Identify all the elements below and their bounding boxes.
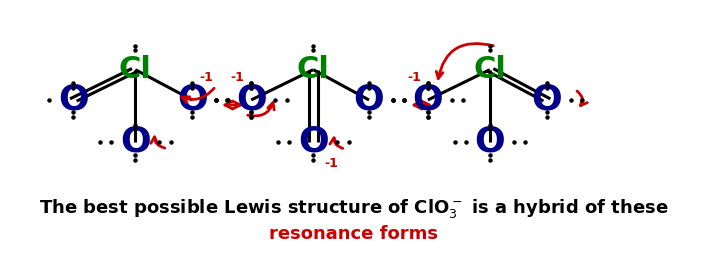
Text: O: O bbox=[236, 83, 267, 117]
Text: -1: -1 bbox=[325, 157, 339, 170]
Text: The best possible Lewis structure of ClO$_3^-$ is a hybrid of these: The best possible Lewis structure of ClO… bbox=[39, 197, 668, 220]
Text: -1: -1 bbox=[230, 71, 245, 84]
Text: resonance forms: resonance forms bbox=[269, 225, 438, 243]
Text: O: O bbox=[177, 83, 208, 117]
Text: Cl: Cl bbox=[474, 55, 506, 84]
Text: Cl: Cl bbox=[119, 55, 152, 84]
Text: O: O bbox=[58, 83, 88, 117]
Text: -1: -1 bbox=[199, 71, 213, 84]
Text: O: O bbox=[354, 83, 385, 117]
Text: O: O bbox=[298, 125, 329, 159]
Text: O: O bbox=[412, 83, 443, 117]
Text: O: O bbox=[532, 83, 562, 117]
Text: Cl: Cl bbox=[297, 55, 329, 84]
Text: O: O bbox=[474, 125, 506, 159]
Text: O: O bbox=[120, 125, 151, 159]
Text: -1: -1 bbox=[407, 71, 421, 84]
